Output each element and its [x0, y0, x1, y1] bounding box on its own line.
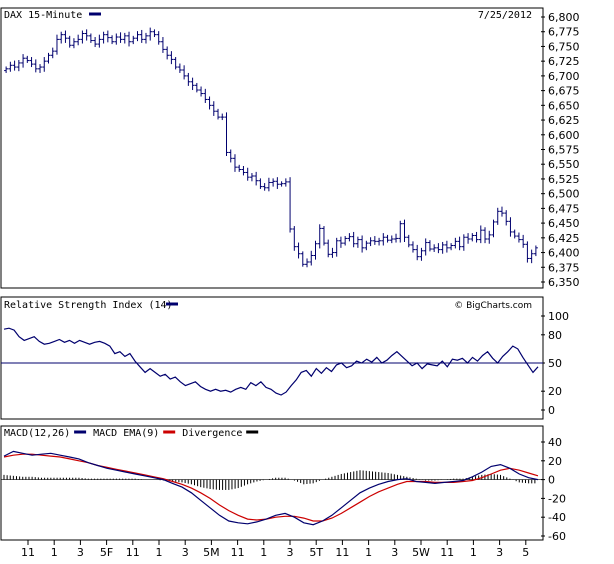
price-y-tick-label: 6,800	[548, 11, 580, 24]
price-y-tick-label: 6,525	[548, 173, 580, 186]
macd-y-tick-label: 20	[548, 455, 562, 468]
x-tick-label: 3	[496, 546, 503, 559]
price-bars	[4, 27, 538, 268]
price-y-tick-label: 6,400	[548, 247, 580, 260]
x-tick-label: 11	[231, 546, 245, 559]
rsi-y-tick-label: 20	[548, 385, 562, 398]
x-tick-label: 1	[365, 546, 372, 559]
x-tick-label: 3	[391, 546, 398, 559]
price-y-tick-label: 6,550	[548, 158, 580, 171]
macd-legend-label: MACD(12,26)	[4, 428, 70, 439]
price-y-tick-label: 6,425	[548, 232, 580, 245]
x-tick-label: 5M	[203, 546, 220, 559]
x-tick-label: 5	[522, 546, 529, 559]
rsi-y-tick-label: 0	[548, 404, 555, 417]
x-tick-label: 5T	[309, 546, 323, 559]
rsi-y-tick-label: 100	[548, 310, 569, 323]
x-tick-label: 5W	[412, 546, 430, 559]
price-title: DAX 15-Minute	[4, 10, 82, 21]
price-panel	[0, 7, 544, 289]
x-tick-label: 1	[51, 546, 58, 559]
price-y-tick-label: 6,750	[548, 40, 580, 53]
price-y-tick-label: 6,350	[548, 276, 580, 289]
x-tick-label: 3	[182, 546, 189, 559]
rsi-panel	[0, 296, 544, 420]
price-date: 7/25/2012	[478, 10, 532, 21]
rsi-title: Relative Strength Index (14)	[4, 300, 173, 311]
price-y-tick-label: 6,775	[548, 26, 580, 39]
price-y-tick-label: 6,700	[548, 70, 580, 83]
price-y-tick-label: 6,500	[548, 188, 580, 201]
macd-y-axis: -60 -40 -20 0 20 40	[541, 436, 566, 543]
price-y-tick-label: 6,625	[548, 114, 580, 127]
macd-y-tick-label: 40	[548, 436, 562, 449]
x-tick-label: 11	[335, 546, 349, 559]
price-y-tick-label: 6,375	[548, 261, 580, 274]
rsi-y-tick-label: 50	[548, 357, 562, 370]
macd-y-tick-label: 0	[548, 474, 555, 487]
macd-y-tick-label: -20	[548, 492, 566, 505]
macd-y-tick-label: -40	[548, 511, 566, 524]
macd-legend: MACD(12,26) MACD EMA(9) Divergence	[4, 428, 259, 439]
rsi-y-axis: 0 20 50 80 100	[541, 310, 569, 417]
x-tick-label: 5F	[100, 546, 113, 559]
x-tick-label: 1	[156, 546, 163, 559]
x-axis: 11 1 3 5F 11 1 3 5M 11 1 3 5T 11 1 3 5W 11 1 3 5	[21, 540, 529, 559]
price-y-tick-label: 6,450	[548, 217, 580, 230]
price-y-tick-label: 6,575	[548, 144, 580, 157]
x-tick-label: 11	[21, 546, 35, 559]
price-y-tick-label: 6,650	[548, 99, 580, 112]
x-tick-label: 11	[440, 546, 454, 559]
macd-divergence-bars	[3, 470, 536, 490]
x-tick-label: 3	[287, 546, 294, 559]
price-y-tick-label: 6,475	[548, 202, 580, 215]
rsi-line	[3, 327, 539, 396]
price-y-tick-label: 6,725	[548, 55, 580, 68]
macd-legend-label: MACD EMA(9)	[93, 428, 159, 439]
x-tick-label: 3	[77, 546, 84, 559]
x-tick-label: 1	[470, 546, 477, 559]
macd-legend-label: Divergence	[182, 428, 242, 439]
x-tick-label: 11	[126, 546, 140, 559]
price-y-tick-label: 6,600	[548, 129, 580, 142]
x-tick-label: 1	[260, 546, 267, 559]
macd-line	[3, 450, 539, 526]
price-y-tick-label: 6,675	[548, 85, 580, 98]
source-credit: © BigCharts.com	[454, 301, 532, 311]
rsi-y-tick-label: 80	[548, 329, 562, 342]
macd-panel	[0, 425, 544, 541]
macd-y-tick-label: -60	[548, 530, 566, 543]
